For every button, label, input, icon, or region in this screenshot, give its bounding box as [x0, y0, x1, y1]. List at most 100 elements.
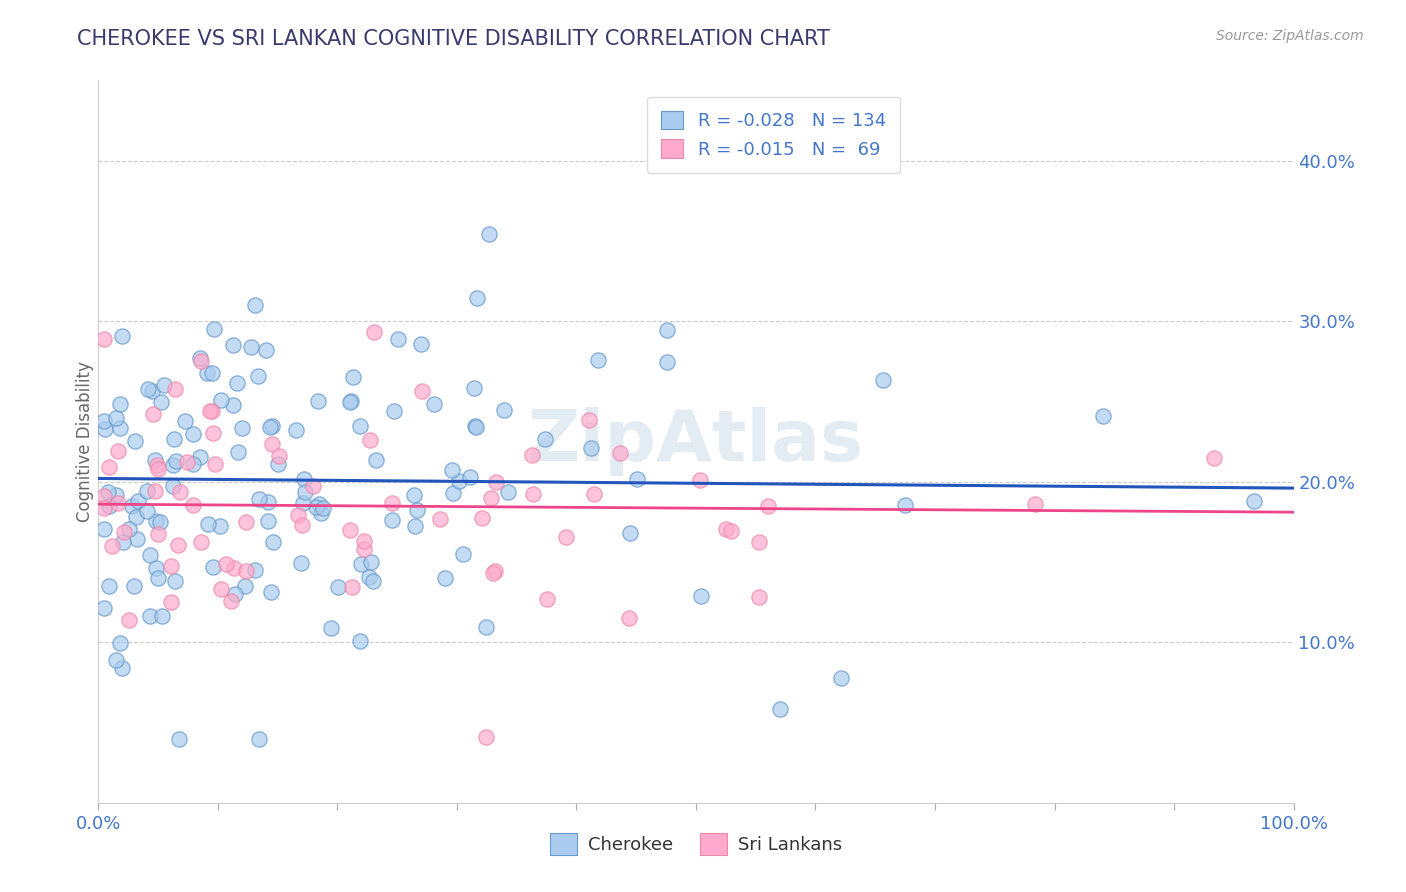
Point: [321, 621, 343, 635]
Point: [1202, 451, 1225, 466]
Point: [209, 392, 232, 407]
Point: [201, 366, 224, 380]
Point: [1024, 497, 1046, 511]
Point: [222, 337, 245, 351]
Point: [136, 483, 159, 498]
Point: [201, 404, 224, 418]
Point: [260, 584, 283, 599]
Point: [97, 484, 120, 499]
Point: [830, 671, 852, 685]
Point: [406, 502, 429, 516]
Point: [342, 370, 364, 384]
Point: [247, 492, 270, 507]
Point: [247, 368, 270, 383]
Point: [209, 519, 232, 533]
Y-axis label: Cognitive Disability: Cognitive Disability: [76, 361, 94, 522]
Point: [747, 535, 769, 549]
Point: [381, 513, 404, 527]
Point: [163, 574, 186, 589]
Point: [305, 500, 328, 514]
Point: [359, 433, 381, 447]
Text: ZipAtlas: ZipAtlas: [529, 407, 863, 476]
Point: [292, 472, 315, 486]
Point: [409, 337, 432, 351]
Point: [222, 561, 245, 575]
Point: [262, 419, 284, 434]
Point: [256, 343, 278, 357]
Point: [183, 499, 205, 513]
Point: [555, 530, 578, 544]
Point: [485, 475, 508, 490]
Point: [522, 449, 544, 463]
Point: [714, 522, 737, 536]
Point: [224, 587, 246, 601]
Point: [894, 498, 917, 512]
Point: [460, 470, 482, 484]
Point: [256, 514, 278, 528]
Point: [349, 419, 371, 434]
Point: [309, 506, 332, 520]
Point: [291, 518, 314, 533]
Point: [382, 404, 405, 418]
Point: [93, 501, 115, 516]
Text: CHEROKEE VS SRI LANKAN COGNITIVE DISABILITY CORRELATION CHART: CHEROKEE VS SRI LANKAN COGNITIVE DISABIL…: [77, 29, 830, 48]
Point: [588, 353, 610, 368]
Point: [215, 558, 238, 572]
Point: [107, 444, 129, 458]
Point: [387, 332, 409, 346]
Point: [720, 524, 742, 539]
Point: [478, 227, 501, 242]
Point: [136, 382, 159, 396]
Point: [165, 382, 187, 396]
Point: [451, 547, 474, 561]
Point: [339, 524, 361, 538]
Point: [464, 419, 486, 434]
Point: [464, 420, 486, 434]
Point: [748, 590, 770, 604]
Point: [294, 485, 316, 500]
Point: [138, 609, 160, 624]
Point: [121, 499, 143, 513]
Point: [872, 373, 894, 387]
Point: [262, 535, 284, 549]
Point: [267, 449, 290, 463]
Point: [259, 420, 281, 434]
Point: [141, 384, 163, 399]
Point: [127, 494, 149, 508]
Point: [142, 407, 165, 421]
Point: [449, 475, 471, 489]
Point: [221, 594, 243, 608]
Point: [361, 574, 384, 588]
Point: [226, 444, 249, 458]
Point: [145, 561, 167, 575]
Point: [146, 527, 169, 541]
Point: [364, 453, 387, 467]
Point: [117, 613, 139, 627]
Point: [617, 611, 640, 625]
Point: [404, 518, 426, 533]
Point: [404, 488, 426, 502]
Point: [243, 298, 266, 312]
Point: [111, 661, 134, 675]
Point: [93, 332, 115, 346]
Point: [98, 459, 121, 474]
Point: [165, 454, 187, 468]
Point: [247, 731, 270, 746]
Point: [626, 472, 648, 486]
Point: [93, 414, 115, 428]
Point: [145, 452, 167, 467]
Point: [689, 589, 711, 603]
Legend: Cherokee, Sri Lankans: Cherokee, Sri Lankans: [543, 826, 849, 863]
Point: [110, 420, 132, 434]
Point: [148, 571, 170, 585]
Point: [146, 462, 169, 476]
Point: [292, 496, 315, 510]
Point: [359, 570, 381, 584]
Point: [145, 514, 167, 528]
Point: [475, 730, 498, 744]
Point: [360, 555, 382, 569]
Point: [111, 535, 134, 549]
Point: [312, 500, 335, 515]
Point: [226, 376, 249, 391]
Point: [434, 571, 457, 585]
